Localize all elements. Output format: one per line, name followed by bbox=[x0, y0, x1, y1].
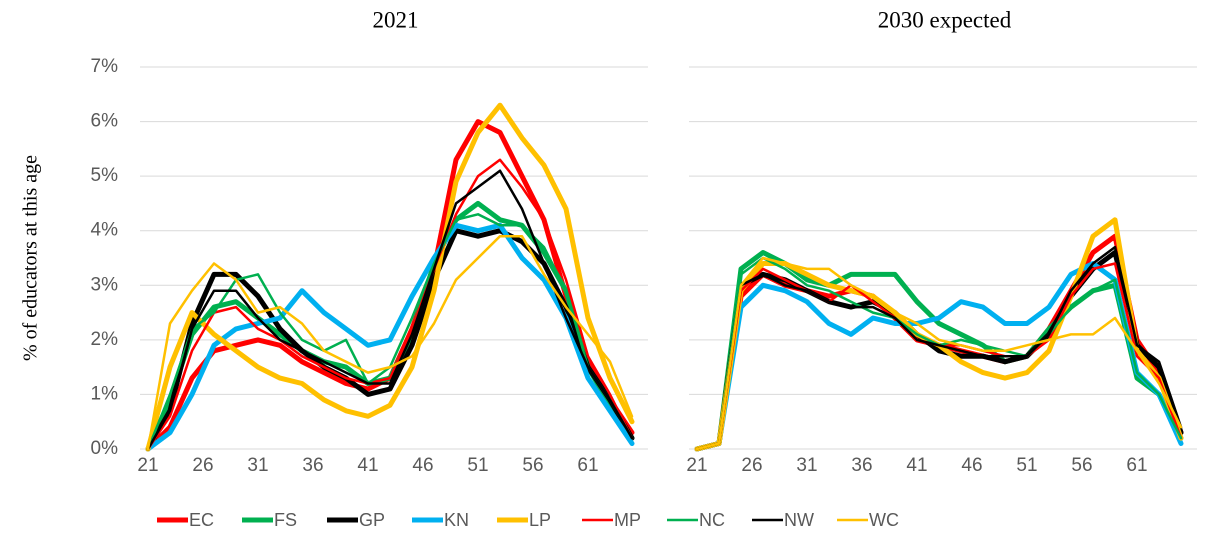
y-tick-label: 4% bbox=[91, 220, 119, 241]
series-line bbox=[146, 169, 634, 451]
y-tick-label: 2% bbox=[91, 329, 119, 350]
y-tick-label: 6% bbox=[91, 111, 119, 132]
series-line bbox=[694, 261, 1184, 452]
legend-label: NW bbox=[784, 510, 814, 530]
chart-title: 2030 expected bbox=[878, 7, 1012, 32]
x-tick-label: 46 bbox=[412, 455, 433, 476]
series-line bbox=[695, 256, 1183, 451]
x-tick-label: 36 bbox=[302, 455, 323, 476]
y-tick-label: 1% bbox=[91, 383, 119, 404]
series-line bbox=[145, 222, 635, 452]
x-tick-label: 46 bbox=[961, 455, 982, 476]
x-tick-label: 21 bbox=[137, 455, 158, 476]
series-line bbox=[695, 245, 1183, 451]
chart-title: 2021 bbox=[373, 7, 419, 32]
x-tick-label: 31 bbox=[796, 455, 817, 476]
y-tick-label: 5% bbox=[91, 165, 119, 186]
x-tick-label: 61 bbox=[577, 455, 598, 476]
series-line bbox=[146, 213, 634, 451]
x-tick-label: 41 bbox=[357, 455, 378, 476]
x-tick-label: 56 bbox=[522, 455, 543, 476]
series-line bbox=[694, 250, 1184, 452]
x-tick-label: 41 bbox=[906, 455, 927, 476]
x-tick-label: 21 bbox=[686, 455, 707, 476]
x-tick-label: 51 bbox=[467, 455, 488, 476]
series-line bbox=[145, 200, 635, 452]
series-line bbox=[145, 102, 635, 452]
x-tick-label: 51 bbox=[1016, 455, 1037, 476]
series-line bbox=[694, 250, 1184, 452]
series-line bbox=[146, 234, 634, 451]
legend-label: GP bbox=[359, 510, 385, 530]
series-line bbox=[695, 262, 1183, 451]
legend-label: WC bbox=[869, 510, 899, 530]
x-tick-label: 36 bbox=[851, 455, 872, 476]
legend-label: EC bbox=[189, 510, 214, 530]
legend-label: LP bbox=[529, 510, 551, 530]
x-tick-label: 31 bbox=[247, 455, 268, 476]
x-tick-label: 26 bbox=[192, 455, 213, 476]
series-line bbox=[146, 158, 634, 451]
legend-label: NC bbox=[699, 510, 725, 530]
y-tick-label: 3% bbox=[91, 274, 119, 295]
y-tick-label: 0% bbox=[91, 438, 119, 459]
y-axis-label: % of educators at this age bbox=[20, 155, 42, 361]
legend-label: FS bbox=[274, 510, 297, 530]
x-tick-label: 56 bbox=[1071, 455, 1092, 476]
legend-label: MP bbox=[614, 510, 641, 530]
x-tick-label: 61 bbox=[1126, 455, 1147, 476]
legend-label: KN bbox=[444, 510, 469, 530]
x-tick-label: 26 bbox=[741, 455, 762, 476]
y-tick-label: 7% bbox=[91, 56, 119, 77]
